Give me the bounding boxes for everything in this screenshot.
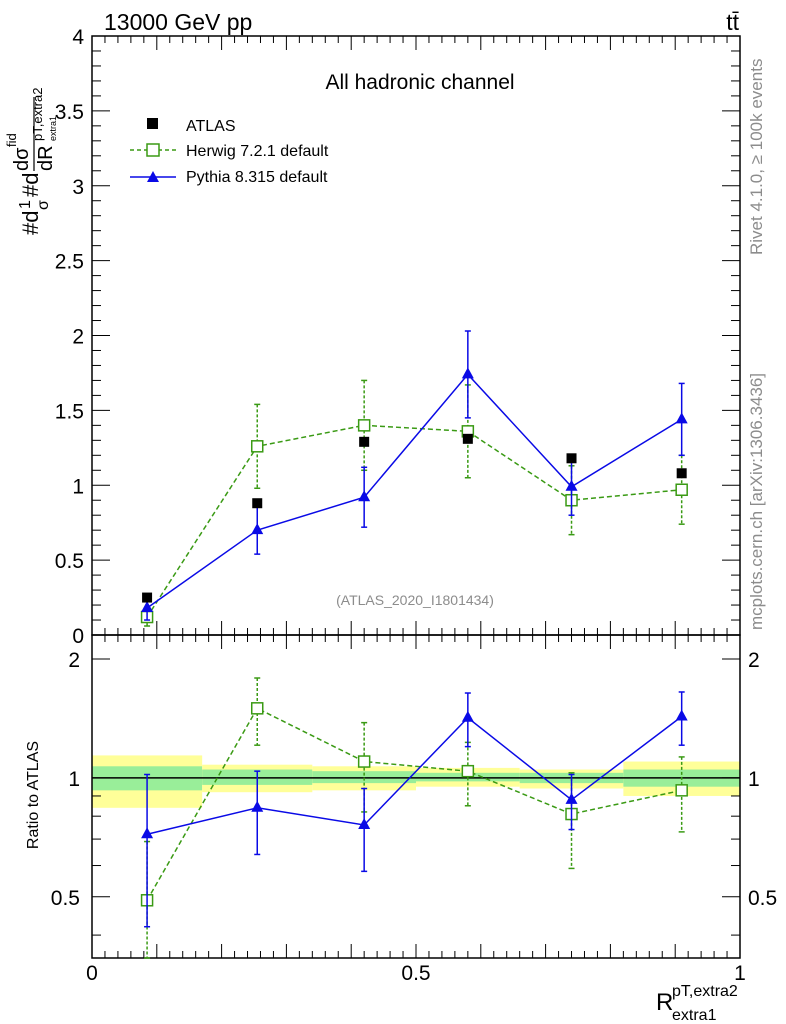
- main-ylabel-den-sub: extra1: [48, 116, 58, 141]
- ratio-herwig-point: [250, 702, 264, 715]
- pythia-point: [675, 412, 688, 424]
- x-tick-label: 0: [86, 962, 98, 985]
- legend-label-pythia: Pythia 8.315 default: [186, 169, 328, 186]
- main-y-tick-label: 3: [72, 176, 84, 199]
- x-axis-label: R pT,extra2 extra1: [656, 983, 738, 1024]
- legend-marker-herwig: [146, 143, 160, 157]
- ratio-pythia-point: [565, 792, 578, 804]
- legend: ATLAS Herwig 7.2.1 default Pythia 8.315 …: [130, 118, 329, 186]
- atlas-point: [252, 498, 263, 509]
- pythia-point: [565, 479, 578, 491]
- atlas-point: [142, 592, 153, 603]
- energy-label: 13000 GeV pp: [104, 9, 252, 35]
- ratio-pythia-point: [675, 709, 688, 721]
- main-y-tick-label: 0: [72, 625, 84, 648]
- ratio-y-tick-label-right: 1: [748, 768, 760, 791]
- herwig-point: [250, 440, 264, 453]
- legend-label-herwig: Herwig 7.2.1 default: [186, 143, 329, 160]
- analysis-label: (ATLAS_2020_I1801434): [336, 592, 494, 608]
- atlas-point: [676, 468, 687, 479]
- main-y-tick-label: 2.5: [55, 251, 84, 274]
- legend-marker-pythia: [147, 171, 159, 182]
- main-ylabel-den-sup: pT,extra2: [30, 88, 45, 141]
- pythia-point: [141, 601, 154, 613]
- x-label-sup: pT,extra2: [672, 983, 738, 1000]
- ratio-y-tick-label: 0.5: [51, 887, 80, 910]
- legend-marker-atlas: [147, 118, 158, 129]
- main-ylabel-d: #d: [18, 173, 43, 197]
- main-y-tick-label: 0.5: [55, 550, 84, 573]
- ratio-y-tick-label-right: 2: [748, 649, 760, 672]
- main-ylabel-c: σ: [35, 200, 52, 210]
- process-label: tt̄: [726, 9, 739, 35]
- rivet-label: Rivet 4.1.0, ≥ 100k events: [747, 59, 766, 255]
- chart-title: All hadronic channel: [325, 71, 514, 94]
- main-ylabel-num: dσ: [11, 147, 33, 171]
- ratio-y-tick-label-right: 0.5: [748, 887, 777, 910]
- ratio-band-inner: [312, 771, 416, 784]
- x-tick-label: 1: [734, 962, 746, 985]
- ratio-pythia-point: [461, 710, 474, 722]
- atlas-point: [359, 436, 370, 447]
- pythia-point: [358, 490, 371, 502]
- herwig-point: [675, 483, 688, 496]
- herwig-point: [357, 419, 371, 432]
- main-y-tick-label: 4: [72, 26, 84, 49]
- x-tick-label: 0.5: [401, 962, 430, 985]
- x-label-sub: extra1: [672, 1007, 717, 1024]
- ratio-ylabel: Ratio to ATLAS: [25, 741, 42, 849]
- ratio-pythia-line: [146, 715, 683, 835]
- main-ylabel-den: dR: [35, 145, 57, 171]
- ratio-herwig-point: [357, 755, 371, 768]
- main-ylabel-b: 1: [17, 200, 34, 209]
- x-label-main: R: [656, 989, 673, 1016]
- pythia-point: [251, 523, 264, 535]
- ratio-y-tick-label: 2: [68, 649, 80, 672]
- ratio-pythia-point: [141, 827, 154, 839]
- main-ylabel: #d 1 σ #d dσ fid dR pT,extra2 extra1: [4, 88, 58, 235]
- atlas-point: [566, 453, 577, 464]
- pythia-point: [461, 367, 474, 379]
- pythia-line: [146, 373, 683, 609]
- main-y-tick-label: 1.5: [55, 400, 84, 423]
- herwig-line: [146, 424, 682, 618]
- main-ylabel-num-sup: fid: [4, 133, 19, 147]
- ratio-pythia-point: [251, 800, 264, 812]
- main-y-tick-label: 3.5: [55, 101, 84, 124]
- main-ylabel-a: #d: [18, 211, 43, 235]
- main-y-tick-label: 2: [72, 326, 84, 349]
- ratio-herwig-point: [675, 784, 688, 797]
- ratio-pythia-point: [358, 817, 371, 829]
- mcplots-label: mcplots.cern.ch [arXiv:1306.3436]: [747, 373, 766, 630]
- atlas-point: [462, 433, 473, 444]
- ratio-herwig-point: [461, 764, 475, 778]
- legend-label-atlas: ATLAS: [186, 118, 236, 135]
- main-y-tick-label: 1: [72, 475, 84, 498]
- ratio-herwig-line: [146, 707, 682, 901]
- ratio-y-tick-label: 1: [68, 768, 80, 791]
